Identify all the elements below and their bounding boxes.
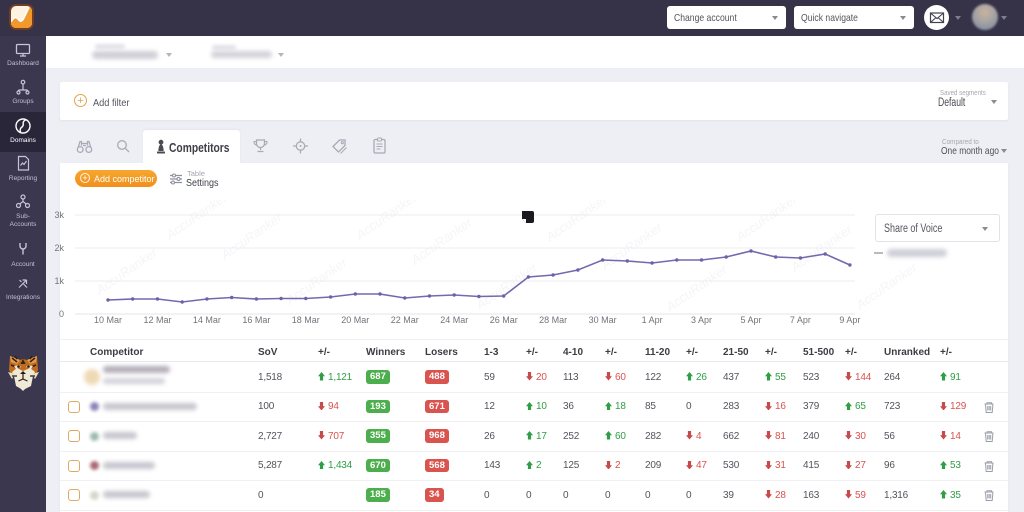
svg-text:28 Mar: 28 Mar [539,315,567,325]
svg-text:20 Mar: 20 Mar [341,315,369,325]
svg-text:AccuRanker: AccuRanker [407,214,475,268]
svg-text:5 Apr: 5 Apr [740,315,761,325]
svg-text:AccuRanker: AccuRanker [472,259,540,313]
svg-text:0: 0 [59,309,64,319]
svg-text:AccuRanker: AccuRanker [217,209,285,263]
svg-text:24 Mar: 24 Mar [440,315,468,325]
svg-text:AccuRanker: AccuRanker [662,261,730,315]
svg-text:16 Mar: 16 Mar [242,315,270,325]
svg-text:3k: 3k [54,210,64,220]
svg-text:3 Apr: 3 Apr [691,315,712,325]
svg-text:AccuRanker: AccuRanker [732,200,800,245]
svg-text:18 Mar: 18 Mar [292,315,320,325]
svg-text:AccuRanker: AccuRanker [92,244,160,298]
svg-text:30 Mar: 30 Mar [589,315,617,325]
svg-text:AccuRanker: AccuRanker [597,219,665,273]
svg-text:14 Mar: 14 Mar [193,315,221,325]
svg-text:22 Mar: 22 Mar [391,315,419,325]
svg-text:12 Mar: 12 Mar [143,315,171,325]
svg-text:10 Mar: 10 Mar [94,315,122,325]
svg-text:AccuRanker: AccuRanker [852,259,920,313]
svg-text:26 Mar: 26 Mar [490,315,518,325]
svg-text:1k: 1k [54,276,64,286]
svg-text:1 Apr: 1 Apr [642,315,663,325]
svg-text:AccuRanker: AccuRanker [352,200,420,243]
svg-text:AccuRanker: AccuRanker [162,200,230,243]
svg-text:9 Apr: 9 Apr [839,315,860,325]
svg-text:7 Apr: 7 Apr [790,315,811,325]
svg-text:2k: 2k [54,243,64,253]
svg-text:AccuRanker: AccuRanker [542,200,610,245]
